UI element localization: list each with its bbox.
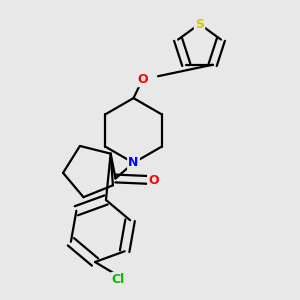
Text: N: N <box>128 156 139 170</box>
Text: S: S <box>195 17 204 31</box>
Text: O: O <box>137 73 148 86</box>
Text: Cl: Cl <box>112 273 125 286</box>
Text: O: O <box>148 173 159 187</box>
